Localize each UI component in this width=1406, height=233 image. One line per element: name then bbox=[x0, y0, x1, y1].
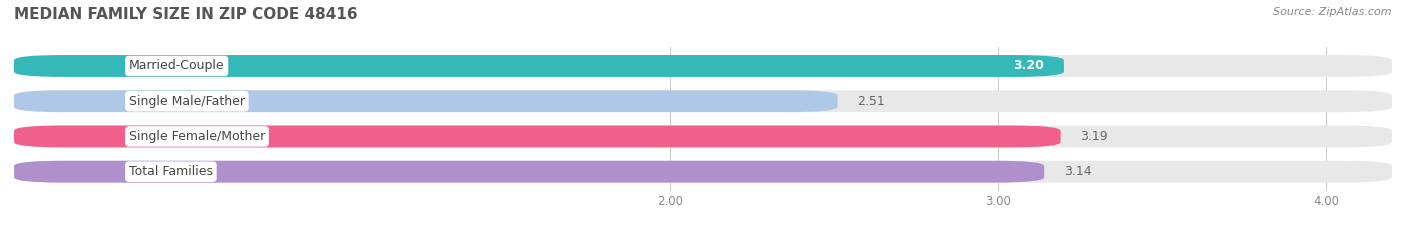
Text: 3.14: 3.14 bbox=[1064, 165, 1091, 178]
FancyBboxPatch shape bbox=[14, 126, 1392, 147]
Text: Single Male/Father: Single Male/Father bbox=[129, 95, 245, 108]
Text: 3.20: 3.20 bbox=[1014, 59, 1045, 72]
Text: Married-Couple: Married-Couple bbox=[129, 59, 225, 72]
Text: Total Families: Total Families bbox=[129, 165, 212, 178]
Text: Single Female/Mother: Single Female/Mother bbox=[129, 130, 266, 143]
Text: 2.51: 2.51 bbox=[858, 95, 884, 108]
Text: 3.19: 3.19 bbox=[1080, 130, 1108, 143]
FancyBboxPatch shape bbox=[14, 161, 1045, 183]
Text: Source: ZipAtlas.com: Source: ZipAtlas.com bbox=[1274, 7, 1392, 17]
FancyBboxPatch shape bbox=[14, 126, 1060, 147]
FancyBboxPatch shape bbox=[14, 55, 1064, 77]
FancyBboxPatch shape bbox=[14, 55, 1392, 77]
Text: MEDIAN FAMILY SIZE IN ZIP CODE 48416: MEDIAN FAMILY SIZE IN ZIP CODE 48416 bbox=[14, 7, 357, 22]
FancyBboxPatch shape bbox=[14, 161, 1392, 183]
FancyBboxPatch shape bbox=[14, 90, 1392, 112]
FancyBboxPatch shape bbox=[14, 90, 838, 112]
